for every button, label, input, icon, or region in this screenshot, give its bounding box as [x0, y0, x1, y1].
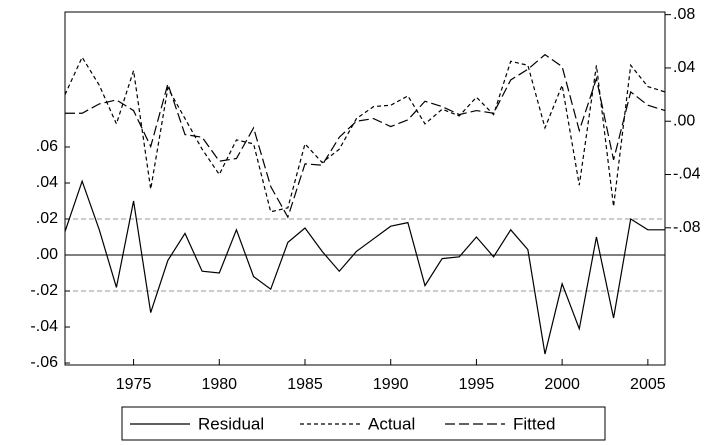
series-line	[65, 53, 666, 219]
x-tick-label: 1980	[201, 376, 237, 393]
y-tick-label: .04	[36, 174, 58, 191]
legend-label: Actual	[368, 414, 415, 433]
y-tick-label: -.02	[30, 282, 58, 299]
y-tick-label: .06	[36, 138, 58, 155]
y-tick-label: -.06	[30, 354, 58, 371]
y-tick-label: .02	[36, 210, 58, 227]
y2-tick-label: .04	[673, 59, 695, 76]
series-line	[64, 179, 665, 355]
plot-frame	[64, 11, 666, 366]
y-tick-label: -.04	[30, 318, 58, 335]
x-tick-label: 1985	[287, 376, 323, 393]
y2-tick-label: -.04	[673, 166, 701, 183]
y2-tick-label: -.08	[673, 219, 701, 236]
series-line	[64, 56, 666, 213]
x-tick-label: 1975	[116, 376, 152, 393]
legend-box	[121, 406, 606, 441]
legend-label: Residual	[198, 414, 264, 433]
x-tick-label: 1990	[373, 376, 409, 393]
x-tick-label: 2000	[544, 376, 580, 393]
y-tick-label: .00	[36, 246, 58, 263]
y2-tick-label: .00	[673, 112, 695, 129]
x-tick-label: 1995	[459, 376, 495, 393]
y2-tick-label: .08	[673, 6, 695, 23]
x-tick-label: 2005	[630, 376, 666, 393]
legend-label: Fitted	[513, 414, 556, 433]
